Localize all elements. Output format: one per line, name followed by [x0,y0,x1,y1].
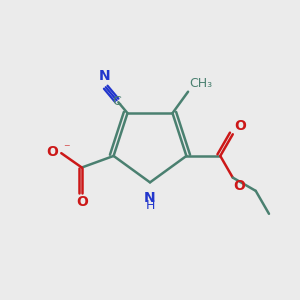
Text: ⁻: ⁻ [64,142,70,155]
Text: C: C [112,94,121,108]
Text: N: N [144,190,156,205]
Text: O: O [234,179,245,194]
Text: N: N [98,69,110,83]
Text: O: O [46,145,58,159]
Text: O: O [76,195,88,209]
Text: CH₃: CH₃ [190,77,213,90]
Text: H: H [145,199,155,212]
Text: O: O [234,119,246,133]
